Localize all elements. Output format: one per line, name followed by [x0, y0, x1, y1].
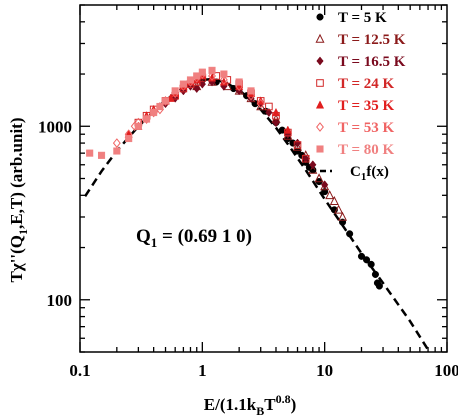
data-point [367, 260, 375, 268]
axis-ticks: 0.1 1 10 100 100 1000 [38, 4, 458, 380]
data-point [219, 75, 228, 85]
data-point [193, 84, 201, 94]
data-point [186, 76, 195, 84]
data-point [371, 270, 379, 278]
data-point [302, 154, 310, 164]
legend-label: T = 24 K [338, 76, 395, 92]
data-point [171, 87, 179, 95]
ylabel-main: Tχ''(Q [7, 235, 26, 283]
data-point [293, 138, 302, 148]
y-axis-label: Tχ''(Q1,E,T) (arb.unit) [7, 118, 30, 283]
legend-marker [316, 79, 324, 87]
data-points [86, 66, 383, 290]
data-point [256, 98, 265, 109]
data-point [309, 160, 317, 170]
legend-marker [316, 13, 324, 21]
data-point [143, 115, 151, 123]
legend-label: T = 16.5 K [338, 54, 406, 70]
data-point [314, 173, 324, 183]
data-point [334, 204, 344, 214]
data-point [86, 149, 94, 157]
ylabel-end: ,E,T) (arb.unit) [7, 118, 26, 229]
data-point [293, 147, 302, 155]
legend-marker [316, 145, 324, 153]
legend-fit-label: C1f(x) [350, 164, 389, 183]
q-annotation: Q1 = (0.69 1 0) [136, 226, 252, 250]
data-point [272, 118, 280, 128]
data-point [220, 70, 228, 78]
legend-label: T = 53 K [338, 120, 395, 136]
data-point [208, 66, 216, 74]
x-tick-label: 1 [198, 361, 207, 380]
series-6 [86, 66, 255, 159]
data-point [171, 93, 179, 103]
data-point [363, 256, 371, 264]
series-4 [124, 71, 292, 138]
x-tick-label: 10 [316, 361, 333, 380]
annotation-sub: 1 [151, 235, 158, 250]
xlabel-end: ) [291, 395, 297, 414]
x-tick-label: 100 [434, 361, 458, 380]
ylabel-sub: 1 [16, 229, 30, 235]
x-tick-label: 0.1 [69, 361, 90, 380]
legend-label: T = 35 K [338, 98, 395, 114]
data-point [375, 282, 383, 290]
legend-marker [315, 33, 325, 43]
data-point [112, 138, 121, 148]
data-point [198, 68, 206, 76]
data-point [156, 102, 164, 111]
legend-fit-rest: f(x) [366, 164, 389, 180]
data-point [346, 230, 354, 238]
legend-fit-sub: 1 [361, 171, 367, 183]
data-point [338, 211, 348, 221]
legend-label: T = 12.5 K [338, 32, 406, 48]
data-point [293, 141, 303, 151]
data-point [150, 108, 158, 117]
data-point [193, 72, 201, 80]
data-point [301, 154, 310, 163]
xlabel-main: E/(1.1k [204, 395, 257, 414]
annotation-main: Q [136, 226, 151, 247]
x-axis-label: E/(1.1kBT0.8) [204, 392, 296, 418]
data-point [293, 141, 302, 149]
xlabel-sup: 0.8 [276, 392, 291, 406]
data-point [271, 107, 281, 117]
legend-fit-main: C [350, 164, 361, 180]
legend-marker [316, 56, 324, 66]
data-point [325, 190, 335, 200]
data-point [179, 80, 187, 88]
data-point [357, 252, 366, 260]
data-point [235, 78, 243, 86]
annotation-rest: = (0.69 1 0) [157, 226, 252, 247]
data-point [208, 71, 216, 81]
legend: T = 5 K T = 12.5 K T = 16.5 K T = 24 K T = 3… [310, 10, 406, 183]
data-point [321, 180, 329, 190]
data-point [97, 151, 106, 159]
data-point [247, 87, 255, 95]
legend-marker [316, 122, 324, 132]
xlabel-mid: T [264, 395, 276, 414]
data-point [265, 108, 273, 118]
data-point [113, 147, 121, 155]
data-point [125, 134, 133, 143]
xlabel-sub: B [256, 404, 264, 418]
data-point [134, 122, 142, 130]
legend-label: T = 5 K [338, 10, 387, 26]
legend-marker [315, 100, 325, 109]
data-point [283, 125, 292, 134]
data-point [161, 97, 170, 105]
data-point [329, 195, 339, 205]
y-tick-label: 1000 [38, 117, 72, 136]
y-tick-label: 100 [47, 291, 73, 310]
data-point [308, 164, 318, 174]
data-point [265, 102, 273, 111]
legend-label: T = 80 K [338, 142, 395, 158]
